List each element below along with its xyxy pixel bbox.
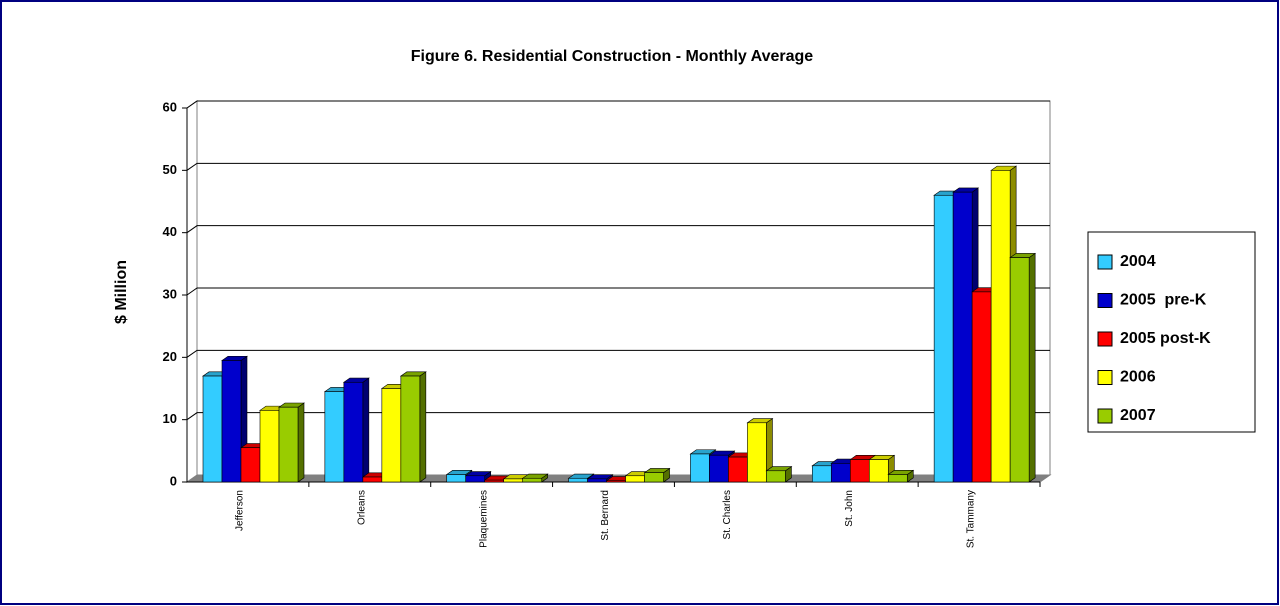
bar [747, 422, 767, 483]
legend-label: 2004 [1120, 253, 1156, 270]
bar [400, 375, 421, 483]
bar [811, 465, 832, 483]
y-tick-label: 50 [163, 162, 177, 177]
bar [971, 291, 992, 483]
chart-title: Figure 6. Residential Construction - Mon… [411, 48, 814, 65]
x-tick-label: St. John [844, 490, 855, 527]
x-tick-label: Plaquemines [478, 490, 489, 548]
y-axis-label: $ Million [113, 260, 130, 324]
bar-side [419, 371, 427, 483]
legend-swatch [1097, 293, 1113, 308]
x-tick-label: Jefferson [235, 490, 246, 531]
bar [202, 375, 223, 483]
y-tick-label: 60 [163, 99, 177, 114]
legend-swatch [1097, 370, 1113, 385]
bar [728, 456, 748, 483]
legend-label: 2005 pre-K [1120, 292, 1207, 309]
bar [625, 475, 645, 483]
y-tick-label: 10 [163, 411, 177, 426]
bar [522, 477, 543, 483]
bar [587, 478, 607, 483]
x-tick-label: St. Charles [722, 490, 733, 539]
bar [503, 478, 524, 483]
x-tick-label: Orleans [356, 490, 367, 525]
grid-line [186, 349, 1050, 358]
bar [484, 479, 505, 483]
bar [952, 191, 973, 483]
bar [766, 470, 786, 483]
grid-line [186, 412, 1050, 421]
bar-side [297, 402, 305, 483]
bar [990, 170, 1011, 483]
bar [644, 472, 664, 483]
legend [1087, 231, 1256, 433]
legend-swatch [1097, 408, 1113, 424]
y-tick-label: 40 [163, 224, 177, 239]
grid-line [186, 162, 1050, 171]
bar [933, 194, 954, 483]
bar [362, 476, 383, 483]
bar-side [362, 377, 370, 483]
legend-label: 2006 [1120, 369, 1156, 386]
bar [446, 474, 467, 483]
bar [324, 391, 345, 483]
bar [343, 381, 364, 483]
y-tick-label: 20 [163, 349, 177, 364]
bar [221, 360, 242, 483]
grid-line [186, 225, 1050, 234]
bar [240, 447, 261, 483]
bar [568, 477, 588, 483]
grid-line [186, 100, 1050, 109]
bar [465, 475, 486, 483]
legend-label: 2007 [1120, 407, 1156, 424]
legend-swatch [1097, 331, 1113, 347]
bar [1009, 257, 1030, 483]
bar [868, 459, 889, 483]
bar [887, 474, 908, 483]
bar [381, 388, 402, 483]
bar [606, 480, 626, 483]
bar [690, 453, 710, 483]
x-tick-label: St. Bernard [600, 490, 611, 541]
bar [849, 459, 870, 483]
bar [709, 454, 729, 483]
legend-label: 2005 post-K [1120, 330, 1211, 347]
bar-side [1028, 252, 1036, 483]
y-tick-label: 0 [170, 473, 177, 488]
x-tick-label: St. Tammany [966, 490, 977, 548]
bar [259, 410, 280, 483]
bar [830, 462, 851, 483]
bar [278, 406, 299, 483]
grid-line [186, 287, 1050, 296]
legend-swatch [1097, 254, 1113, 270]
y-tick-label: 30 [163, 286, 177, 301]
